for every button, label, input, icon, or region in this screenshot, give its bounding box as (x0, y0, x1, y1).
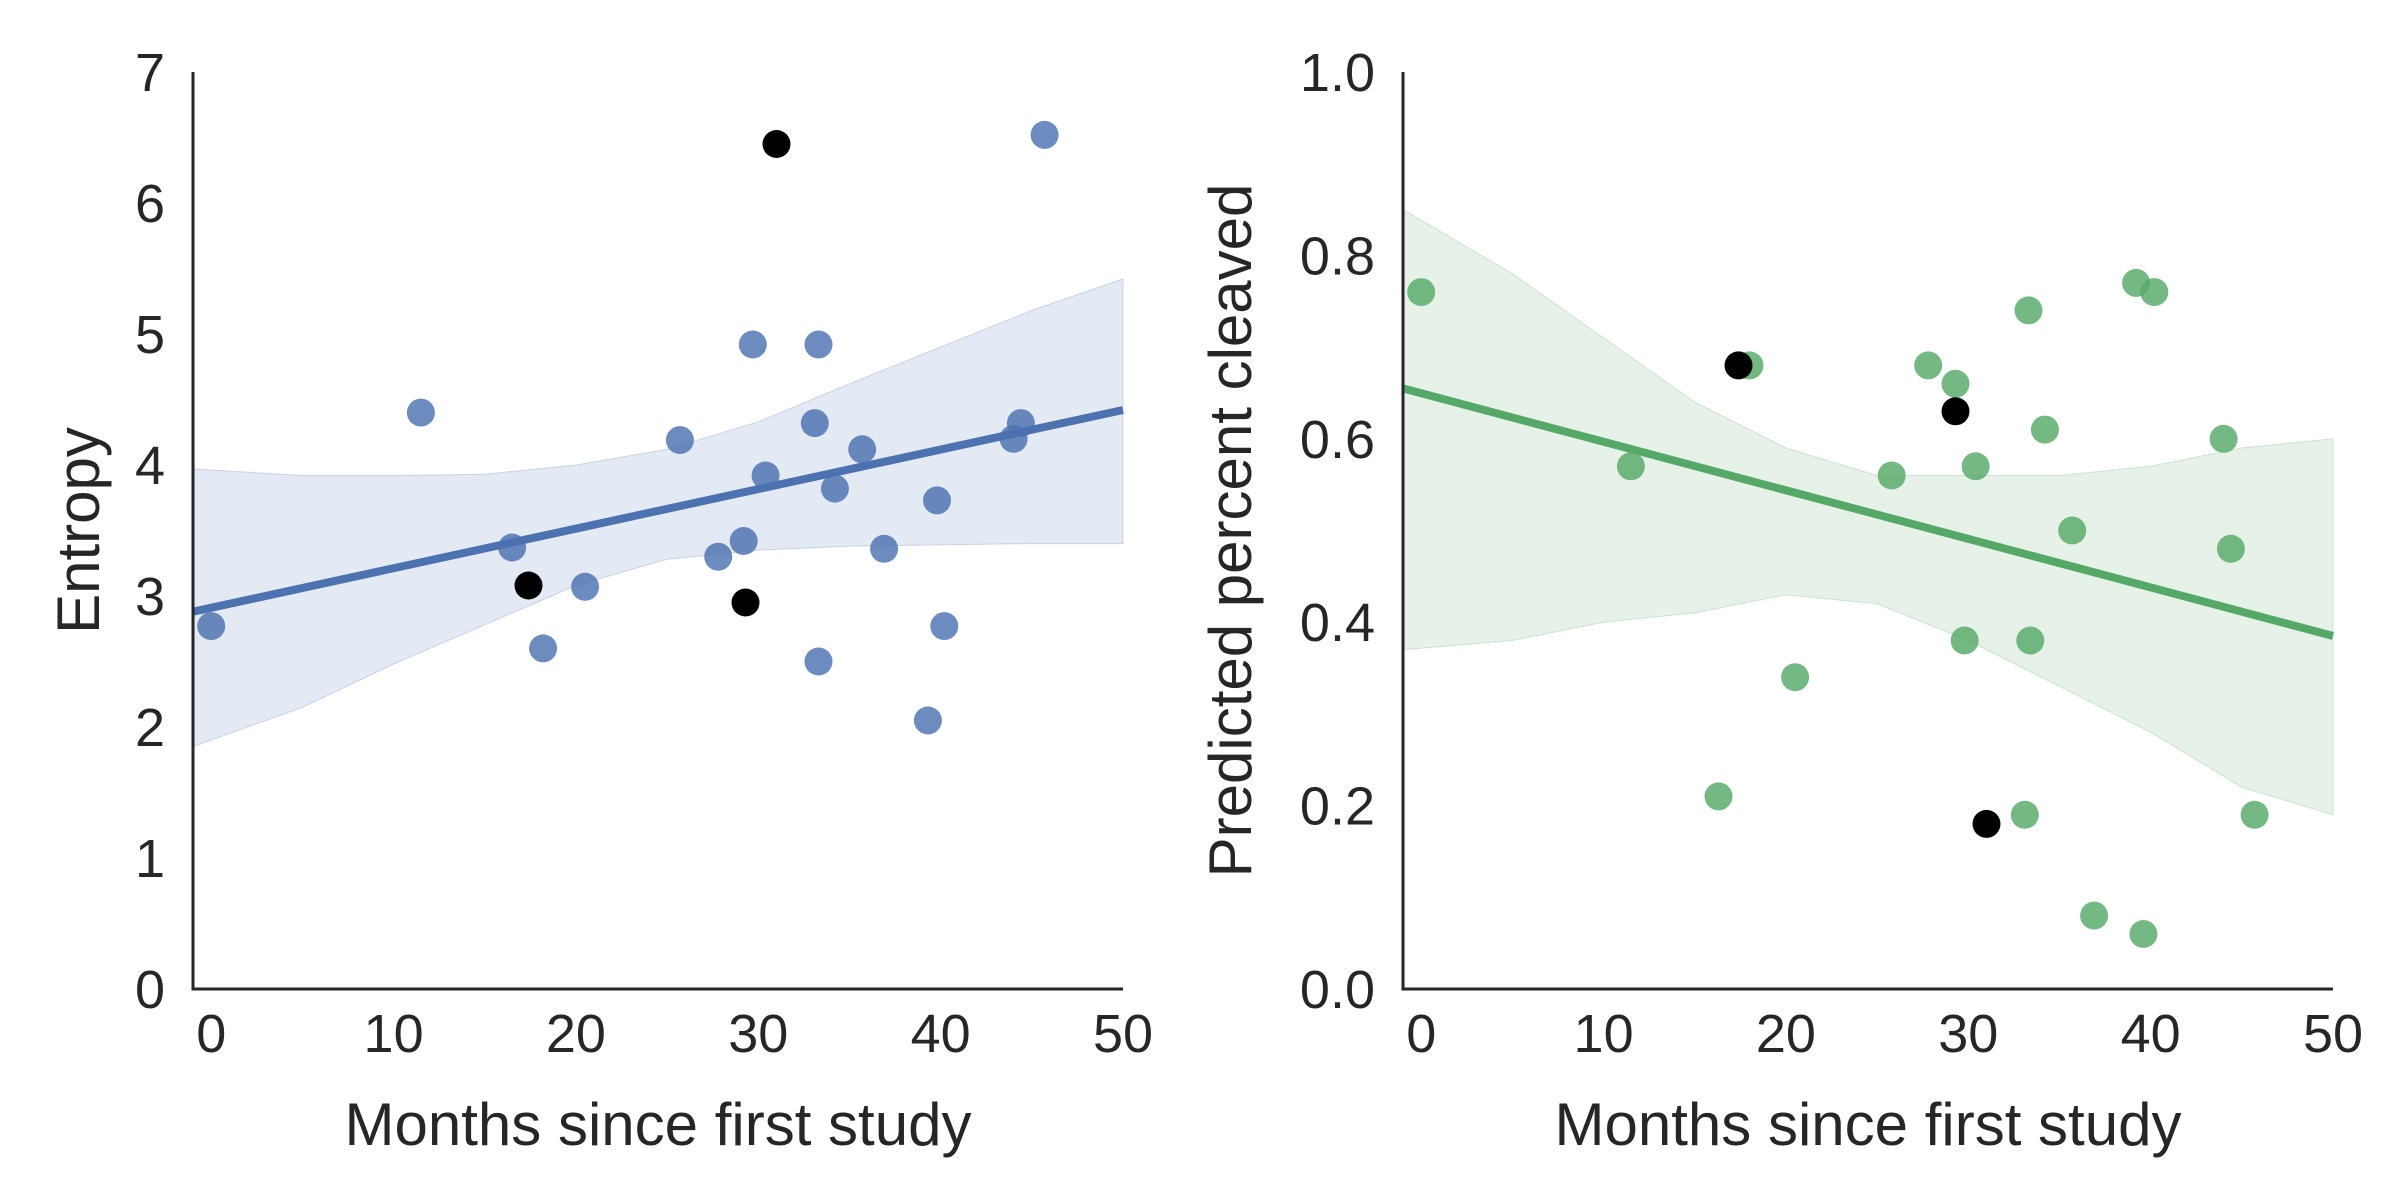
data-point (1941, 369, 1970, 398)
data-point (2080, 901, 2109, 930)
data-point (804, 330, 833, 359)
data-point (704, 542, 733, 571)
data-point (820, 474, 849, 503)
highlight-point (514, 571, 543, 600)
x-tick-label: 10 (364, 1004, 424, 1064)
y-tick-label: 5 (135, 305, 165, 365)
regression-line (192, 406, 1124, 616)
y-tick-label: 0.4 (1300, 593, 1375, 653)
data-point (848, 435, 877, 464)
y-tick-label: 3 (135, 567, 165, 627)
data-point (2209, 424, 2238, 453)
y-tick-label: 0.6 (1300, 410, 1375, 470)
y-tick-label: 0.8 (1300, 226, 1375, 286)
data-point (1950, 626, 1979, 655)
y-tick-label: 1.0 (1300, 43, 1375, 103)
data-point (2030, 415, 2059, 444)
data-point (930, 612, 959, 641)
data-point (498, 533, 527, 562)
data-point (1961, 452, 1990, 481)
data-point (2014, 296, 2043, 325)
y-axis-label: Predicted percent cleaved (1197, 184, 1264, 878)
data-point (913, 706, 942, 735)
data-point (1877, 461, 1906, 490)
x-tick-label: 50 (1093, 1004, 1153, 1064)
y-tick-label: 4 (135, 436, 165, 496)
x-tick-label: 20 (1756, 1004, 1816, 1064)
x-axis-label: Months since first study (1555, 1091, 2182, 1158)
x-tick-label: 10 (1574, 1004, 1634, 1064)
x-tick-label: 50 (2303, 1004, 2363, 1064)
y-tick-label: 1 (135, 829, 165, 889)
data-point (804, 647, 833, 676)
x-tick-label: 30 (728, 1004, 788, 1064)
y-tick-label: 0.2 (1300, 777, 1375, 837)
highlight-point (1972, 809, 2001, 838)
x-tick-label: 30 (1938, 1004, 1998, 1064)
data-point (1781, 663, 1810, 692)
data-point (1006, 409, 1035, 438)
data-point (751, 461, 780, 490)
y-tick-label: 2 (135, 698, 165, 758)
data-point (1407, 278, 1436, 307)
data-point (197, 612, 226, 641)
data-point (529, 634, 558, 663)
data-point (800, 409, 829, 438)
highlight-point (762, 130, 791, 158)
y-tick-label: 0 (135, 960, 165, 1020)
data-point (729, 527, 758, 555)
x-tick-label: 0 (1406, 1004, 1436, 1064)
data-point (406, 398, 435, 427)
data-point (738, 330, 767, 359)
data-point (1704, 782, 1733, 811)
data-point (1914, 351, 1943, 380)
data-point (923, 486, 951, 515)
x-tick-label: 0 (196, 1004, 226, 1064)
x-axis-label: Months since first study (345, 1091, 972, 1158)
regression-line (1401, 384, 2335, 640)
y-tick-label: 7 (135, 43, 165, 103)
x-tick-label: 40 (2121, 1004, 2181, 1064)
entropy-panel: 0 10 20 30 40 50 0 1 2 3 4 5 6 7 Months since first st… (45, 43, 1153, 1158)
highlight-point (1941, 397, 1970, 426)
y-axis-label: Entropy (45, 427, 112, 634)
data-point (1616, 452, 1645, 481)
highlight-point (731, 588, 760, 617)
data-point (2129, 920, 2158, 948)
data-point (2016, 626, 2045, 655)
x-tick-label: 20 (546, 1004, 606, 1064)
data-point (2140, 278, 2169, 307)
data-point (1030, 120, 1059, 149)
x-tick-label: 40 (911, 1004, 971, 1064)
y-tick-label: 0.0 (1300, 960, 1375, 1020)
data-point (2216, 534, 2245, 563)
data-point (870, 534, 899, 563)
data-point (2010, 800, 2039, 829)
cleaved-panel: 0 10 20 30 40 50 0.0 0.2 0.4 0.6 0.8 1.0 Months sinc… (1197, 43, 2363, 1158)
data-point (571, 572, 600, 601)
highlight-point (1724, 351, 1753, 380)
data-point (2058, 516, 2087, 545)
data-point (665, 426, 694, 455)
y-tick-label: 6 (135, 174, 165, 234)
data-point (2240, 800, 2269, 829)
